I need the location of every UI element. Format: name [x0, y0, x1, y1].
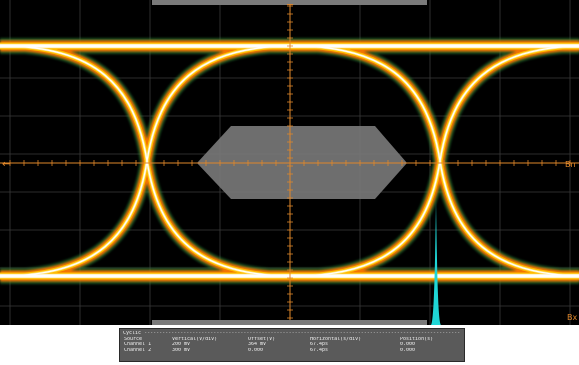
header-horizontal: Horizontal(s/div) — [310, 336, 362, 342]
panel-title: Cyclic — [123, 331, 461, 337]
table-row[interactable]: Channel 2 300 mV 0.000 67.4ps 0.000 — [123, 348, 461, 354]
eye-transition — [0, 45, 294, 277]
header-offset: Offset(V) — [248, 336, 276, 342]
cell-vertical: 300 mV — [172, 347, 191, 353]
cell-position: 0.000 — [400, 347, 416, 353]
table-header-row: Source Vertical(V/div) Offset(V) Horizon… — [123, 337, 461, 343]
cell-horizontal: 67.4ps — [310, 347, 329, 353]
measurement-panel: Cyclic Source Vertical(V/div) Offset(V) … — [119, 328, 465, 362]
eye-diagram-canvas: T ← Bn Bx — [0, 0, 579, 325]
histogram-shape — [431, 200, 441, 325]
level-marker-bottom: Bx — [567, 313, 577, 322]
header-vertical: Vertical(V/div) — [172, 336, 218, 342]
jitter-histogram — [431, 200, 441, 325]
cell-source: Channel 1 — [124, 342, 152, 348]
cell-offset: 0.000 — [248, 347, 264, 353]
cell-vertical: 200 mV — [172, 342, 191, 348]
center-axes — [0, 0, 579, 325]
cell-source: Channel 2 — [124, 347, 152, 353]
scope-markers: T ← Bn Bx — [2, 0, 577, 325]
header-position: Position(s) — [400, 336, 434, 342]
scope-display[interactable]: T ← Bn Bx — [0, 0, 579, 325]
cell-offset: 364 mV — [248, 342, 267, 348]
measurement-table: Source Vertical(V/div) Offset(V) Horizon… — [123, 337, 461, 354]
trigger-marker: T — [286, 3, 294, 14]
level-marker-right: Bn — [565, 160, 576, 169]
bottom-scrollbar[interactable] — [152, 320, 427, 325]
eye-transition — [293, 45, 579, 277]
top-scrollbar[interactable] — [152, 0, 427, 5]
level-marker-left: ← — [2, 159, 10, 170]
cell-position: 0.000 — [400, 342, 416, 348]
cell-horizontal: 67.4ps — [310, 342, 329, 348]
header-source: Source — [124, 336, 143, 342]
table-row[interactable]: Channel 1 200 mV 364 mV 67.4ps 0.000 — [123, 342, 461, 348]
